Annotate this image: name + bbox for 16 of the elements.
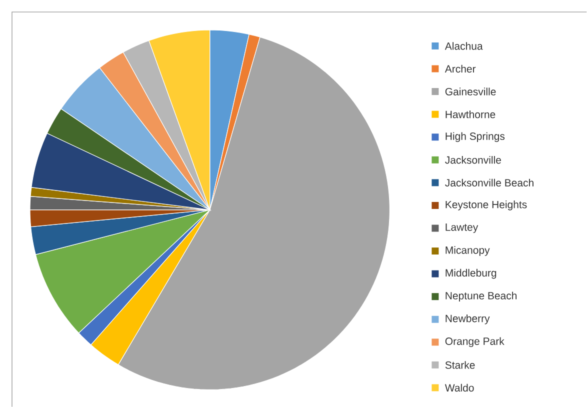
legend-label: Orange Park: [445, 337, 504, 347]
legend-label: Keystone Heights: [446, 200, 527, 210]
legend-label: Waldo: [444, 384, 474, 392]
legend-label: Hawthorne: [446, 110, 496, 118]
legend-label: Gainesville: [445, 88, 496, 96]
legend-label: High Springs: [446, 132, 505, 142]
legend-label: Archer: [444, 64, 476, 73]
legend-label: Micanopy: [446, 246, 490, 256]
legend-label: Jacksonville Beach: [445, 178, 534, 186]
legend-label: Alachua: [444, 42, 483, 50]
legend-label: Newberry: [446, 314, 490, 324]
legend-label: Lawtey: [446, 223, 478, 233]
legend-label: Middleburg: [446, 268, 496, 279]
legend-label: Neptune Beach: [446, 292, 517, 302]
legend-label: Jacksonville: [445, 156, 501, 164]
legend-label: Starke: [445, 361, 475, 369]
